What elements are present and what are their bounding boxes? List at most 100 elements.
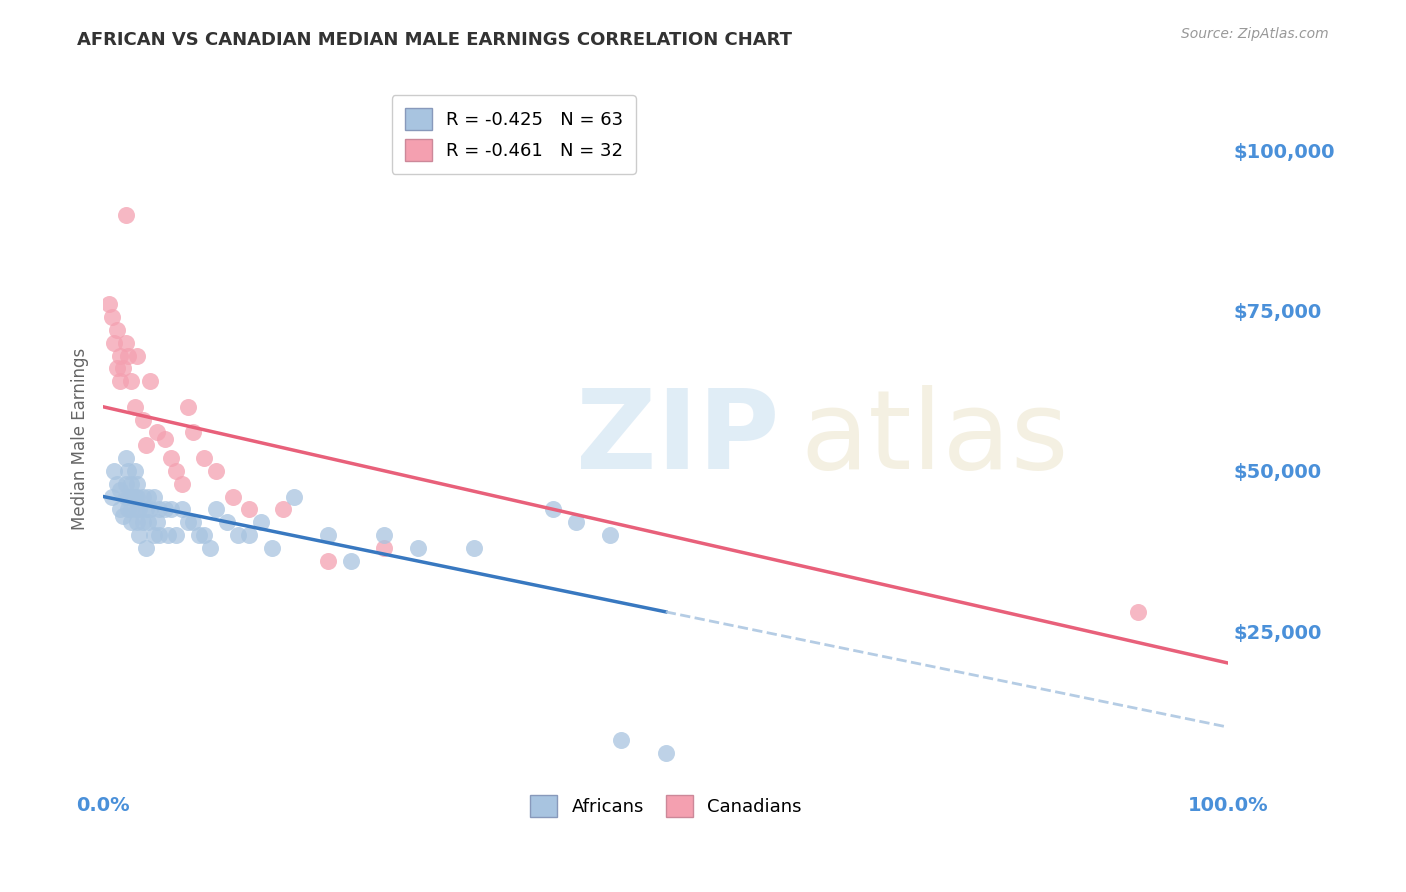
- Point: [120, 490, 142, 504]
- Point: [112, 361, 135, 376]
- Point: [125, 490, 148, 504]
- Point: [124, 400, 146, 414]
- Point: [105, 361, 128, 376]
- Point: [541, 502, 564, 516]
- Point: [114, 451, 136, 466]
- Point: [176, 515, 198, 529]
- Point: [1128, 605, 1150, 619]
- Point: [125, 515, 148, 529]
- Point: [193, 528, 215, 542]
- Point: [157, 528, 180, 542]
- Point: [108, 349, 131, 363]
- Point: [146, 515, 169, 529]
- Point: [204, 502, 226, 516]
- Point: [221, 490, 243, 504]
- Point: [136, 490, 159, 504]
- Point: [101, 310, 124, 324]
- Point: [97, 297, 120, 311]
- Point: [260, 541, 283, 555]
- Point: [283, 490, 305, 504]
- Point: [170, 502, 193, 516]
- Point: [114, 208, 136, 222]
- Text: Source: ZipAtlas.com: Source: ZipAtlas.com: [1181, 27, 1329, 41]
- Point: [187, 528, 209, 542]
- Point: [153, 502, 176, 516]
- Point: [120, 515, 142, 529]
- Point: [105, 476, 128, 491]
- Point: [193, 451, 215, 466]
- Point: [610, 733, 633, 747]
- Point: [117, 502, 139, 516]
- Point: [146, 425, 169, 440]
- Point: [120, 476, 142, 491]
- Point: [124, 464, 146, 478]
- Point: [114, 335, 136, 350]
- Point: [598, 528, 620, 542]
- Point: [316, 528, 339, 542]
- Point: [117, 464, 139, 478]
- Point: [165, 464, 187, 478]
- Point: [125, 349, 148, 363]
- Point: [131, 515, 153, 529]
- Point: [238, 502, 260, 516]
- Point: [101, 490, 124, 504]
- Point: [125, 476, 148, 491]
- Point: [108, 374, 131, 388]
- Point: [125, 502, 148, 516]
- Point: [103, 464, 125, 478]
- Y-axis label: Median Male Earnings: Median Male Earnings: [72, 348, 89, 530]
- Point: [124, 490, 146, 504]
- Text: ZIP: ZIP: [575, 385, 779, 492]
- Point: [148, 502, 170, 516]
- Point: [108, 502, 131, 516]
- Point: [564, 515, 586, 529]
- Point: [112, 508, 135, 523]
- Point: [128, 502, 150, 516]
- Point: [181, 515, 204, 529]
- Point: [142, 528, 165, 542]
- Point: [176, 400, 198, 414]
- Point: [339, 553, 361, 567]
- Legend: Africans, Canadians: Africans, Canadians: [523, 789, 808, 824]
- Point: [135, 541, 157, 555]
- Point: [159, 502, 181, 516]
- Point: [148, 528, 170, 542]
- Point: [142, 490, 165, 504]
- Text: AFRICAN VS CANADIAN MEDIAN MALE EARNINGS CORRELATION CHART: AFRICAN VS CANADIAN MEDIAN MALE EARNINGS…: [77, 31, 793, 49]
- Point: [181, 425, 204, 440]
- Point: [204, 464, 226, 478]
- Point: [131, 412, 153, 426]
- Text: atlas: atlas: [801, 385, 1070, 492]
- Point: [159, 451, 181, 466]
- Point: [198, 541, 221, 555]
- Point: [139, 374, 162, 388]
- Point: [655, 746, 678, 760]
- Point: [114, 476, 136, 491]
- Point: [108, 483, 131, 497]
- Point: [139, 502, 162, 516]
- Point: [271, 502, 294, 516]
- Point: [165, 528, 187, 542]
- Point: [117, 490, 139, 504]
- Point: [135, 502, 157, 516]
- Point: [136, 515, 159, 529]
- Point: [170, 476, 193, 491]
- Point: [128, 528, 150, 542]
- Point: [463, 541, 485, 555]
- Point: [215, 515, 238, 529]
- Point: [114, 490, 136, 504]
- Point: [226, 528, 249, 542]
- Point: [406, 541, 429, 555]
- Point: [238, 528, 260, 542]
- Point: [120, 374, 142, 388]
- Point: [373, 541, 395, 555]
- Point: [153, 432, 176, 446]
- Point: [103, 335, 125, 350]
- Point: [131, 490, 153, 504]
- Point: [373, 528, 395, 542]
- Point: [105, 323, 128, 337]
- Point: [249, 515, 271, 529]
- Point: [135, 438, 157, 452]
- Point: [316, 553, 339, 567]
- Point: [117, 349, 139, 363]
